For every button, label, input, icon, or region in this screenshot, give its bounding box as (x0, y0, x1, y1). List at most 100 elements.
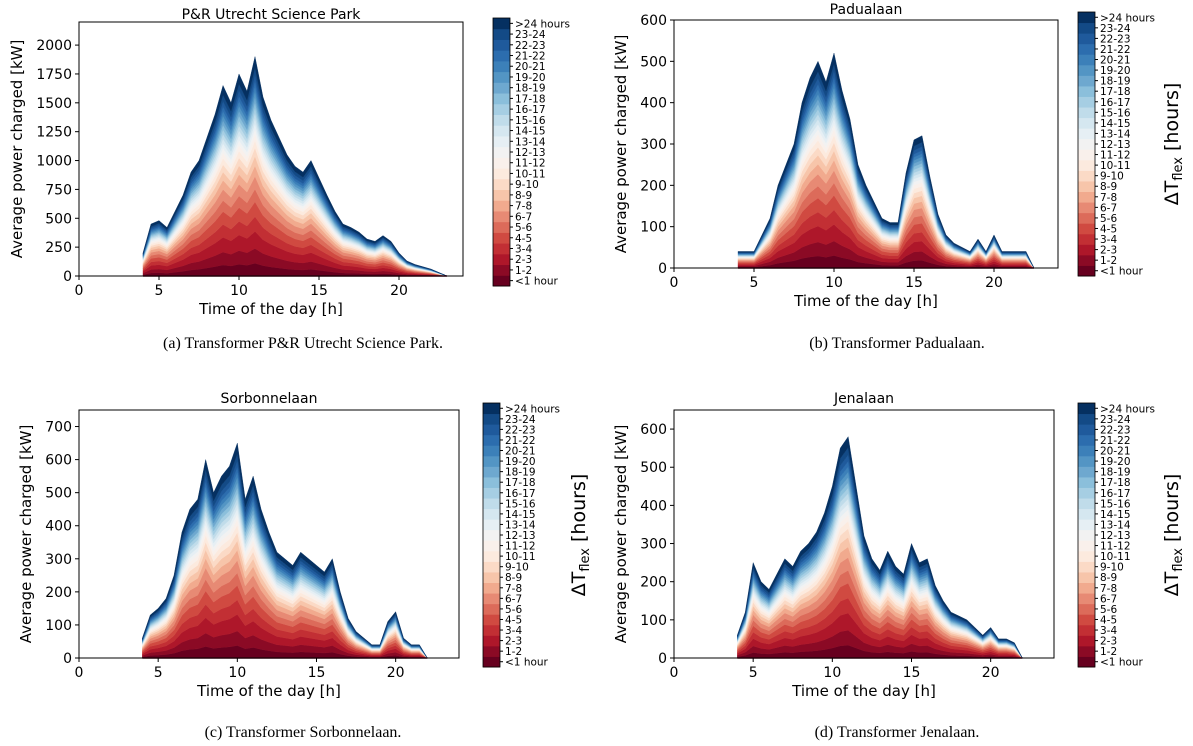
y-axis-label: Average power charged [kW] (612, 425, 630, 644)
colorbar-swatch (483, 529, 500, 541)
colorbar-swatch (1078, 498, 1095, 510)
colorbar-swatch (493, 221, 510, 233)
colorbar-tick-label: 2-3 (505, 636, 522, 648)
x-tick-label: 20 (982, 665, 1000, 681)
colorbar-tick-label: 7-8 (515, 201, 532, 213)
colorbar-tick-label: 15-16 (505, 498, 536, 510)
colorbar-tick-label: 11-12 (1100, 150, 1131, 162)
colorbar-tick-label: 8-9 (1100, 572, 1117, 584)
colorbar-swatch (1078, 128, 1095, 140)
y-tick-label: 0 (63, 269, 72, 285)
colorbar-tick-label: 14-15 (505, 509, 536, 521)
y-tick-label: 400 (640, 96, 667, 112)
colorbar-swatch (1078, 75, 1095, 87)
colorbar-swatch (493, 146, 510, 158)
colorbar-tick-label: 3-4 (505, 625, 522, 637)
colorbar-tick-label: 8-9 (515, 190, 532, 202)
colorbar-tick-label: 1-2 (1100, 646, 1117, 658)
colorbar-frame (492, 17, 511, 287)
x-tick-label: 15 (308, 665, 326, 681)
colorbar-tick-label: 9-10 (505, 562, 529, 574)
colorbar-tick-label: 19-20 (515, 72, 546, 84)
x-tick-label: 0 (75, 665, 84, 681)
colorbar-tick-label: 20-21 (1100, 446, 1131, 458)
colorbar: <1 hour1-22-33-44-55-66-77-88-99-1010-11… (1077, 11, 1155, 278)
y-tick-label: 600 (640, 422, 667, 438)
y-tick-label: 1500 (36, 96, 72, 112)
colorbar-label: ΔTflex [hours] (1161, 83, 1186, 206)
colorbar-swatch (483, 614, 500, 626)
colorbar-swatch (493, 232, 510, 244)
colorbar-tick-label: 1-2 (515, 265, 532, 277)
colorbar-tick-label: 21-22 (505, 435, 536, 447)
x-tick-label: 10 (228, 665, 246, 681)
colorbar-tick-label: 8-9 (505, 572, 522, 584)
colorbar-tick-label: 7-8 (1100, 192, 1117, 204)
colorbar-frame (1077, 11, 1096, 277)
y-tick-label: 1250 (36, 125, 72, 141)
area-band-24 (737, 436, 1023, 658)
colorbar-tick-label: 20-21 (505, 446, 536, 458)
colorbar-swatch (1078, 571, 1095, 584)
colorbar-swatch (493, 210, 510, 223)
figure-caption: (b) Transformer Padualaan. (809, 335, 985, 352)
x-tick-label: 15 (310, 283, 328, 299)
colorbar-swatch (483, 424, 500, 436)
colorbar-tick-label: 14-15 (1100, 118, 1131, 130)
colorbar-tick-label: 1-2 (505, 646, 522, 658)
y-tick-label: 1000 (36, 154, 72, 170)
colorbar-swatch (483, 498, 500, 510)
colorbar-swatch (483, 550, 500, 562)
figure-caption: (c) Transformer Sorbonnelaan. (205, 724, 402, 741)
colorbar-swatch (1078, 656, 1095, 668)
colorbar-tick-label: 14-15 (515, 126, 546, 138)
chart-panel-3: 0 5 10 15 200100200300400500600JenalaanTime … (612, 391, 1186, 741)
colorbar-swatch (1078, 265, 1095, 277)
colorbar-tick-label: 21-22 (1100, 44, 1131, 56)
colorbar-tick-label: 23-24 (1100, 414, 1131, 426)
colorbar-tick-label: 22-23 (1100, 33, 1131, 45)
x-tick-label: 15 (905, 275, 923, 291)
colorbar-tick-label: 7-8 (505, 583, 522, 595)
x-tick-label: 0 (670, 275, 679, 291)
colorbar-tick-label: 21-22 (515, 51, 546, 63)
colorbar-swatch (1078, 434, 1095, 446)
colorbar-swatch (493, 82, 510, 94)
figure-caption: (a) Transformer P&R Utrecht Science Park… (163, 335, 443, 352)
colorbar-swatch (1078, 529, 1095, 541)
colorbar-label: ΔTflex [hours] (568, 474, 593, 597)
colorbar-swatch (483, 487, 500, 499)
x-tick-label: 20 (985, 275, 1003, 291)
colorbar-swatch (493, 157, 510, 169)
colorbar-swatch (483, 593, 500, 605)
x-tick-label: 5 (749, 665, 758, 681)
colorbar-swatch (1078, 254, 1095, 266)
colorbar-tick-label: 2-3 (515, 254, 532, 266)
colorbar-tick-label: 4-5 (505, 614, 522, 626)
colorbar-tick-label: 20-21 (1100, 55, 1131, 67)
colorbar-tick-label: 6-7 (1100, 202, 1117, 214)
y-tick-label: 400 (640, 498, 667, 514)
colorbar-swatch (1078, 561, 1095, 573)
y-tick-label: 0 (658, 651, 667, 667)
colorbar-swatch (1078, 54, 1095, 66)
colorbar-tick-label: 19-20 (1100, 65, 1131, 77)
colorbar-swatch (493, 71, 510, 83)
stacked-areas (736, 436, 1023, 658)
colorbar-swatch (493, 178, 510, 191)
colorbar-swatch (483, 413, 500, 425)
y-tick-label: 500 (45, 211, 72, 227)
x-tick-label: 10 (230, 283, 248, 299)
y-tick-label: 0 (658, 261, 667, 277)
x-axis-label: Time of the day [h] (793, 292, 938, 310)
colorbar-tick-label: 15-16 (515, 115, 546, 127)
x-tick-label: 10 (823, 665, 841, 681)
colorbar-tick-label: 19-20 (505, 456, 536, 468)
y-tick-label: 300 (640, 537, 667, 553)
figure-caption: (d) Transformer Jenalaan. (815, 724, 980, 741)
area-band-24 (141, 443, 428, 658)
colorbar-swatch (483, 466, 500, 478)
colorbar-label: ΔTflex [hours] (1161, 474, 1186, 597)
area-band-24 (142, 56, 448, 276)
